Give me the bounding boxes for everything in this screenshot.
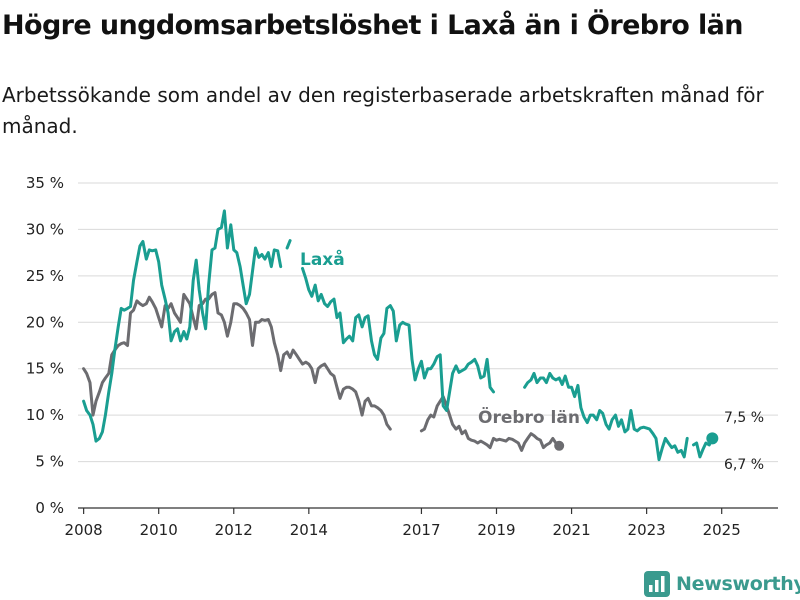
series-labels: Laxå Örebro län 7,5 % 6,7 % [300,248,764,473]
chart-subtitle: Arbetssökande som andel av den registerb… [2,83,764,138]
y-tick-label: 35 % [26,174,64,192]
x-tick-label: 2014 [290,521,328,539]
y-tick-label: 30 % [26,220,64,238]
x-tick-label: 2012 [215,521,253,539]
y-tick-label: 20 % [26,313,64,331]
y-tick-label: 15 % [26,360,64,378]
y-tick-label: 0 % [35,499,64,517]
bar-chart-icon [644,571,670,597]
x-tick-label: 2017 [402,521,440,539]
x-tick-label: 2025 [703,521,741,539]
series-line-laxa [82,209,714,462]
x-tick-label: 2019 [477,521,515,539]
x-axis: 2008 2010 2012 2014 2017 2019 2021 2023 2025 [65,507,778,539]
series-label-orebro: Örebro län [478,406,580,428]
series-lines [82,209,719,462]
end-marker-orebro [554,440,565,451]
x-tick-label: 2010 [140,521,178,539]
chart-title: Högre ungdomsarbetslöshet i Laxå än i Ör… [2,10,744,41]
x-tick-label: 2008 [65,521,103,539]
y-tick-label: 10 % [26,406,64,424]
series-label-laxa: Laxå [300,248,345,270]
brand-name: Newsworthy [676,573,800,595]
end-value-orebro: 6,7 % [724,457,764,473]
y-tick-label: 25 % [26,267,64,285]
y-axis-ticks: 0 % 5 % 10 % 15 % 20 % 25 % 30 % 35 % [26,174,64,517]
y-tick-label: 5 % [35,453,64,471]
newsworthy-logo: Newsworthy [644,569,800,599]
x-tick-label: 2023 [628,521,666,539]
end-marker-laxa [706,432,719,445]
x-tick-label: 2021 [552,521,590,539]
end-value-laxa: 7,5 % [724,410,764,426]
